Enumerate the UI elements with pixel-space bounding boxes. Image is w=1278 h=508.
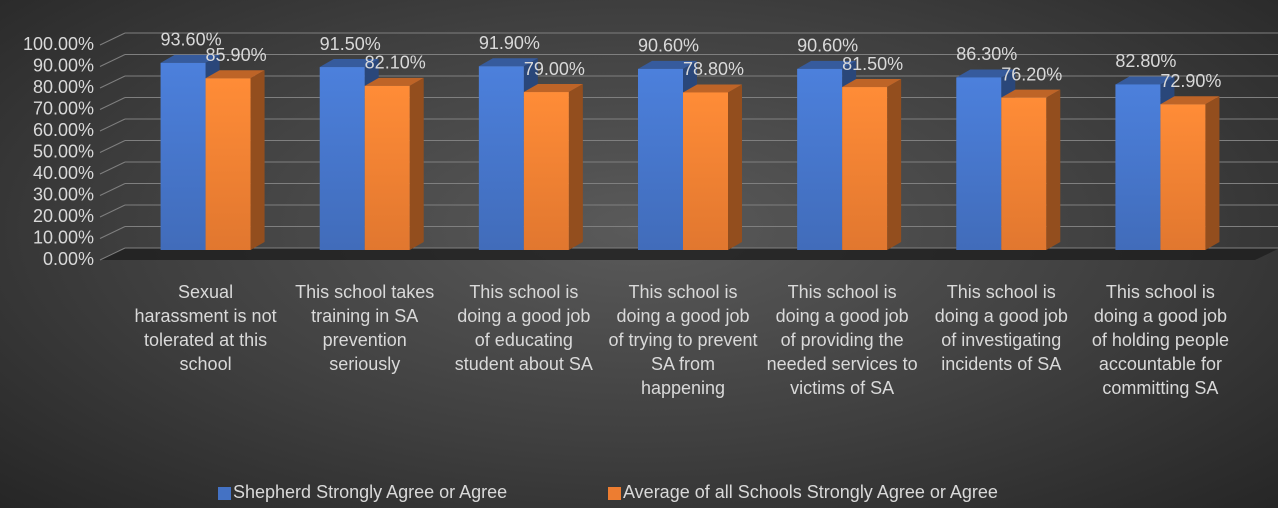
legend-label: Average of all Schools Strongly Agree or… bbox=[623, 482, 998, 502]
value-label: 90.60% bbox=[797, 36, 858, 56]
bar-top bbox=[1160, 96, 1220, 105]
y-tick-label: 100.00% bbox=[23, 34, 94, 54]
grid-line-side bbox=[99, 97, 126, 110]
bar bbox=[205, 78, 251, 250]
y-tick-label: 40.00% bbox=[33, 163, 94, 183]
x-tick-label: This school is doing a good job of inves… bbox=[934, 282, 1068, 374]
grid-line-side bbox=[99, 54, 126, 67]
bar-side bbox=[1046, 89, 1061, 251]
bar-top bbox=[205, 70, 265, 79]
bar-top bbox=[364, 77, 424, 86]
bar bbox=[319, 67, 365, 251]
bar bbox=[683, 92, 728, 251]
bar-top bbox=[638, 60, 697, 69]
x-tick-label: This school is doing a good job of educa… bbox=[454, 282, 593, 374]
bar bbox=[956, 77, 1002, 251]
y-tick-label: 10.00% bbox=[33, 227, 94, 247]
bar-3d bbox=[683, 84, 742, 251]
y-tick-label: 50.00% bbox=[33, 141, 94, 161]
grid-line-side bbox=[99, 118, 126, 132]
bar bbox=[842, 87, 888, 251]
grid-line-side bbox=[99, 32, 126, 46]
bar-top bbox=[956, 69, 1016, 78]
bar-side bbox=[1205, 96, 1220, 250]
bar-side bbox=[250, 70, 265, 250]
bar bbox=[523, 92, 569, 251]
bar bbox=[478, 66, 524, 251]
bar-top bbox=[842, 79, 902, 88]
bar-3d bbox=[1001, 89, 1061, 251]
value-label: 86.30% bbox=[956, 44, 1017, 64]
grid-line-side bbox=[99, 183, 126, 196]
bar-top bbox=[1001, 89, 1061, 98]
bar-top bbox=[523, 84, 583, 93]
bar bbox=[638, 68, 683, 250]
x-tick-label: This school is doing a good job of tryin… bbox=[608, 282, 758, 398]
y-tick-label: 0.00% bbox=[43, 249, 94, 269]
bar-3d bbox=[523, 84, 583, 251]
grid-line-side bbox=[99, 140, 126, 153]
x-tick-label: This school is doing a good job of provi… bbox=[766, 282, 918, 398]
bar-top bbox=[478, 58, 538, 67]
bar-side bbox=[409, 77, 424, 250]
bar bbox=[797, 68, 843, 250]
x-tick-label: This school takes training in SA prevent… bbox=[295, 282, 435, 374]
value-label: 90.60% bbox=[638, 36, 699, 56]
legend-swatch bbox=[608, 487, 621, 500]
grid-line-side bbox=[99, 75, 126, 89]
x-tick-label: Sexual harassment is not tolerated at th… bbox=[134, 282, 277, 374]
y-tick-label: 90.00% bbox=[33, 55, 94, 75]
y-tick-label: 20.00% bbox=[33, 206, 94, 226]
grid-line-side bbox=[99, 226, 126, 239]
value-label: 81.50% bbox=[842, 54, 903, 74]
value-label: 91.90% bbox=[479, 33, 540, 53]
bar-top bbox=[160, 54, 220, 63]
bar-top bbox=[683, 84, 742, 93]
floor bbox=[100, 248, 1278, 260]
y-tick-label: 80.00% bbox=[33, 77, 94, 97]
bar-top bbox=[797, 60, 857, 69]
bar-3d bbox=[205, 70, 265, 250]
bar-3d bbox=[364, 77, 424, 250]
grid-line-side bbox=[99, 161, 126, 175]
bar-3d bbox=[842, 79, 902, 251]
bar-top bbox=[1115, 76, 1175, 85]
value-label: 78.80% bbox=[683, 59, 744, 79]
legend-label: Shepherd Strongly Agree or Agree bbox=[233, 482, 508, 502]
y-tick-label: 70.00% bbox=[33, 98, 94, 118]
value-label: 82.80% bbox=[1115, 51, 1176, 71]
grid-line-side bbox=[99, 247, 126, 261]
value-label: 91.50% bbox=[320, 34, 381, 54]
grid-line-side bbox=[99, 204, 126, 218]
value-label: 79.00% bbox=[524, 59, 585, 79]
x-tick-label: This school is doing a good job of holdi… bbox=[1091, 282, 1229, 398]
value-label: 85.90% bbox=[206, 45, 267, 65]
bar bbox=[1160, 104, 1206, 250]
value-label: 82.10% bbox=[365, 53, 426, 73]
bar bbox=[1115, 84, 1161, 250]
bar-top bbox=[319, 59, 379, 68]
y-tick-label: 60.00% bbox=[33, 120, 94, 140]
bar-side bbox=[728, 84, 742, 251]
legend-swatch bbox=[218, 487, 231, 500]
bar bbox=[160, 62, 206, 250]
bar-side bbox=[568, 84, 583, 251]
bar-3d bbox=[1160, 96, 1220, 250]
y-tick-label: 30.00% bbox=[33, 184, 94, 204]
value-label: 93.60% bbox=[161, 30, 222, 50]
bar bbox=[364, 85, 410, 250]
value-label: 72.90% bbox=[1160, 71, 1221, 91]
value-label: 76.20% bbox=[1001, 64, 1062, 84]
bar bbox=[1001, 97, 1047, 251]
bar-side bbox=[887, 79, 902, 251]
